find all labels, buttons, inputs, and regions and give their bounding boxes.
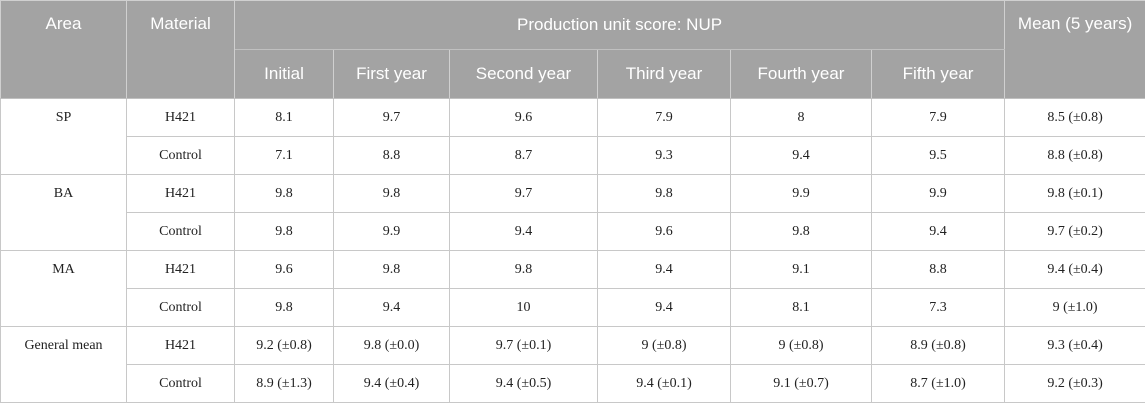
header-year-fourth: Fourth year: [730, 49, 872, 99]
value-cell: 9.6: [597, 212, 731, 251]
value-cell: 9.9: [730, 174, 872, 213]
value-cell: 9.4: [870, 212, 1006, 251]
table-row: MA H421 9.6 9.8 9.8 9.4 9.1 8.8 9.4 (±0.…: [0, 250, 1145, 327]
area-cell: MA: [0, 250, 127, 327]
value-cell: 9.8: [333, 250, 450, 289]
material-cell: H421: [126, 326, 235, 365]
value-cell: 8: [730, 98, 872, 137]
value-cell: 9.7 (±0.1): [449, 326, 598, 365]
material-cell: H421: [126, 174, 235, 213]
header-year-initial: Initial: [234, 49, 334, 99]
material-cell: Control: [126, 288, 235, 327]
mean-cell: 9.7 (±0.2): [1004, 212, 1145, 251]
mean-cell: 9.4 (±0.4): [1004, 250, 1145, 289]
value-cell: 9.8: [449, 250, 598, 289]
value-cell: 9.1: [730, 250, 872, 289]
area-cell: SP: [0, 98, 127, 175]
header-material: Material: [126, 0, 235, 99]
value-cell: 9.4: [730, 136, 872, 175]
value-cell: 8.9 (±0.8): [870, 326, 1006, 365]
value-cell: 9.8: [730, 212, 872, 251]
value-cell: 9.8: [597, 174, 731, 213]
table-row: SP H421 8.1 9.7 9.6 7.9 8 7.9 8.5 (±0.8): [0, 98, 1145, 175]
value-cell: 9.8: [234, 212, 334, 251]
value-cell: 9.8: [333, 174, 450, 213]
mean-cell: 8.5 (±0.8): [1004, 98, 1145, 137]
value-cell: 9.6: [449, 98, 598, 137]
mean-cell: 9.3 (±0.4): [1004, 326, 1145, 365]
value-cell: 9.7: [449, 174, 598, 213]
value-cell: 9.4: [333, 288, 450, 327]
value-cell: 9 (±0.8): [597, 326, 731, 365]
table-row: Control 7.1 8.8 8.7 9.3 9.4 9.5 8.8 (±0.…: [1, 136, 1145, 175]
table-row: Control 9.8 9.4 10 9.4 8.1 7.3 9 (±1.0): [1, 288, 1145, 327]
header-mean: Mean (5 years): [1004, 0, 1145, 99]
value-cell: 8.8: [333, 136, 450, 175]
area-cell: General mean: [0, 326, 127, 403]
value-cell: 8.7 (±1.0): [870, 364, 1006, 403]
table-header: Area Material Production unit score: NUP…: [0, 0, 1145, 99]
value-cell: 7.9: [597, 98, 731, 137]
value-cell: 8.7: [449, 136, 598, 175]
value-cell: 9.4: [597, 288, 731, 327]
value-cell: 9.4 (±0.5): [449, 364, 598, 403]
value-cell: 7.9: [870, 98, 1006, 137]
material-cell: Control: [126, 364, 235, 403]
table-body: SP H421 8.1 9.7 9.6 7.9 8 7.9 8.5 (±0.8)…: [0, 98, 1145, 403]
value-cell: 8.9 (±1.3): [234, 364, 334, 403]
table-row: BA H421 9.8 9.8 9.7 9.8 9.9 9.9 9.8 (±0.…: [0, 174, 1145, 251]
header-year-first: First year: [333, 49, 450, 99]
mean-cell: 8.8 (±0.8): [1004, 136, 1145, 175]
area-cell: BA: [0, 174, 127, 251]
value-cell: 10: [449, 288, 598, 327]
value-cell: 9.5: [870, 136, 1006, 175]
mean-cell: 9.8 (±0.1): [1004, 174, 1145, 213]
header-year-second: Second year: [449, 49, 598, 99]
value-cell: 9.2 (±0.8): [234, 326, 334, 365]
value-cell: 9.9: [870, 174, 1006, 213]
material-cell: H421: [126, 250, 235, 289]
value-cell: 9.8: [234, 288, 334, 327]
value-cell: 9.3: [597, 136, 731, 175]
value-cell: 9.8: [234, 174, 334, 213]
header-year-fifth: Fifth year: [870, 49, 1006, 99]
value-cell: 9 (±0.8): [730, 326, 872, 365]
value-cell: 9.4 (±0.1): [597, 364, 731, 403]
material-cell: Control: [126, 212, 235, 251]
value-cell: 9.1 (±0.7): [730, 364, 872, 403]
value-cell: 8.1: [234, 98, 334, 137]
value-cell: 9.4: [449, 212, 598, 251]
table-row: General mean H421 9.2 (±0.8) 9.8 (±0.0) …: [0, 326, 1145, 403]
value-cell: 9.7: [333, 98, 450, 137]
table-row: Control 9.8 9.9 9.4 9.6 9.8 9.4 9.7 (±0.…: [1, 212, 1145, 251]
value-cell: 7.1: [234, 136, 334, 175]
header-year-third: Third year: [597, 49, 731, 99]
mean-cell: 9.2 (±0.3): [1004, 364, 1145, 403]
value-cell: 9.9: [333, 212, 450, 251]
value-cell: 8.8: [870, 250, 1006, 289]
material-cell: Control: [126, 136, 235, 175]
header-production-unit-score: Production unit score: NUP: [233, 0, 1006, 50]
value-cell: 9.6: [234, 250, 334, 289]
value-cell: 9.4 (±0.4): [333, 364, 450, 403]
value-cell: 9.4: [597, 250, 731, 289]
value-cell: 9.8 (±0.0): [333, 326, 450, 365]
mean-cell: 9 (±1.0): [1004, 288, 1145, 327]
material-cell: H421: [126, 98, 235, 137]
value-cell: 7.3: [870, 288, 1006, 327]
header-area: Area: [0, 0, 127, 99]
table-row: Control 8.9 (±1.3) 9.4 (±0.4) 9.4 (±0.5)…: [1, 364, 1145, 403]
value-cell: 8.1: [730, 288, 872, 327]
